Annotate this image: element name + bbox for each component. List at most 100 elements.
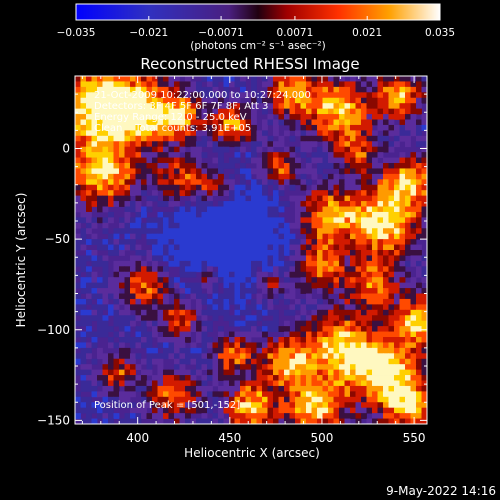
heatmap-pixel	[201, 184, 208, 191]
heatmap-pixel	[212, 309, 219, 316]
heatmap-pixel	[168, 309, 175, 316]
heatmap-pixel	[218, 92, 224, 99]
heatmap-pixel	[394, 396, 400, 403]
heatmap-pixel	[91, 315, 98, 322]
heatmap-pixel	[394, 304, 400, 311]
heatmap-pixel	[135, 135, 142, 142]
heatmap-pixel	[240, 119, 246, 126]
heatmap-pixel	[416, 141, 422, 148]
heatmap-pixel	[152, 135, 158, 142]
heatmap-pixel	[350, 195, 356, 202]
heatmap-pixel	[350, 233, 356, 240]
heatmap-pixel	[289, 195, 296, 202]
heatmap-pixel	[75, 190, 81, 197]
heatmap-pixel	[190, 130, 197, 137]
heatmap-pixel	[141, 342, 147, 349]
heatmap-pixel	[223, 353, 230, 360]
heatmap-pixel	[399, 244, 406, 251]
heatmap-pixel	[361, 179, 367, 186]
heatmap-pixel	[240, 184, 246, 191]
heatmap-pixel	[146, 114, 153, 120]
heatmap-pixel	[361, 380, 367, 387]
heatmap-pixel	[273, 385, 279, 392]
heatmap-pixel	[306, 135, 312, 142]
heatmap-pixel	[278, 364, 285, 371]
heatmap-pixel	[174, 152, 180, 158]
heatmap-pixel	[366, 418, 373, 424]
heatmap-pixel	[174, 184, 180, 191]
heatmap-pixel	[113, 309, 120, 316]
heatmap-pixel	[350, 288, 356, 294]
heatmap-pixel	[201, 76, 208, 82]
heatmap-pixel	[339, 260, 345, 267]
heatmap-pixel	[141, 391, 147, 398]
heatmap-pixel	[383, 217, 389, 224]
heatmap-pixel	[405, 211, 411, 218]
heatmap-pixel	[124, 222, 131, 229]
heatmap-pixel	[388, 250, 395, 256]
heatmap-pixel	[273, 222, 279, 229]
heatmap-pixel	[163, 190, 169, 197]
heatmap-pixel	[185, 119, 191, 126]
heatmap-pixel	[102, 418, 109, 424]
heatmap-pixel	[278, 347, 285, 354]
heatmap-pixel	[223, 76, 230, 82]
heatmap-pixel	[130, 217, 136, 224]
heatmap-pixel	[278, 402, 285, 409]
heatmap-pixel	[102, 76, 109, 82]
heatmap-pixel	[399, 288, 406, 294]
heatmap-pixel	[300, 211, 307, 218]
heatmap-pixel	[86, 201, 92, 207]
heatmap-pixel	[245, 239, 252, 245]
heatmap-pixel	[185, 190, 191, 197]
heatmap-pixel	[284, 364, 290, 371]
heatmap-pixel	[190, 260, 197, 267]
heatmap-pixel	[311, 239, 318, 245]
heatmap-pixel	[240, 195, 246, 202]
heatmap-pixel	[328, 298, 334, 305]
heatmap-pixel	[377, 331, 384, 338]
heatmap-pixel	[179, 206, 186, 213]
heatmap-pixel	[262, 195, 268, 202]
heatmap-pixel	[361, 217, 367, 224]
heatmap-pixel	[168, 244, 175, 251]
heatmap-pixel	[141, 211, 147, 218]
heatmap-pixel	[86, 364, 92, 371]
heatmap-pixel	[394, 380, 400, 387]
heatmap-pixel	[163, 97, 169, 104]
heatmap-pixel	[240, 288, 246, 294]
heatmap-pixel	[212, 271, 219, 278]
heatmap-pixel	[245, 347, 252, 354]
heatmap-pixel	[174, 396, 180, 403]
heatmap-pixel	[421, 304, 427, 311]
heatmap-pixel	[102, 331, 109, 338]
heatmap-pixel	[97, 92, 103, 99]
heatmap-pixel	[251, 233, 257, 240]
heatmap-pixel	[113, 396, 120, 403]
heatmap-pixel	[245, 391, 252, 398]
heatmap-pixel	[91, 217, 98, 224]
heatmap-pixel	[421, 347, 427, 354]
heatmap-pixel	[366, 266, 373, 273]
heatmap-pixel	[201, 86, 208, 93]
heatmap-pixel	[339, 141, 345, 148]
heatmap-pixel	[388, 124, 395, 131]
heatmap-pixel	[91, 375, 98, 381]
heatmap-pixel	[344, 298, 351, 305]
heatmap-pixel	[207, 81, 213, 88]
heatmap-pixel	[179, 81, 186, 88]
heatmap-pixel	[174, 380, 180, 387]
heatmap-pixel	[421, 179, 427, 186]
heatmap-pixel	[141, 298, 147, 305]
heatmap-pixel	[245, 396, 252, 403]
heatmap-pixel	[108, 282, 114, 289]
heatmap-pixel	[311, 337, 318, 343]
heatmap-pixel	[306, 380, 312, 387]
heatmap-pixel	[278, 326, 285, 332]
heatmap-pixel	[229, 266, 235, 273]
heatmap-pixel	[311, 201, 318, 207]
heatmap-pixel	[388, 76, 395, 82]
heatmap-pixel	[80, 369, 87, 376]
heatmap-pixel	[278, 369, 285, 376]
heatmap-pixel	[174, 130, 180, 137]
